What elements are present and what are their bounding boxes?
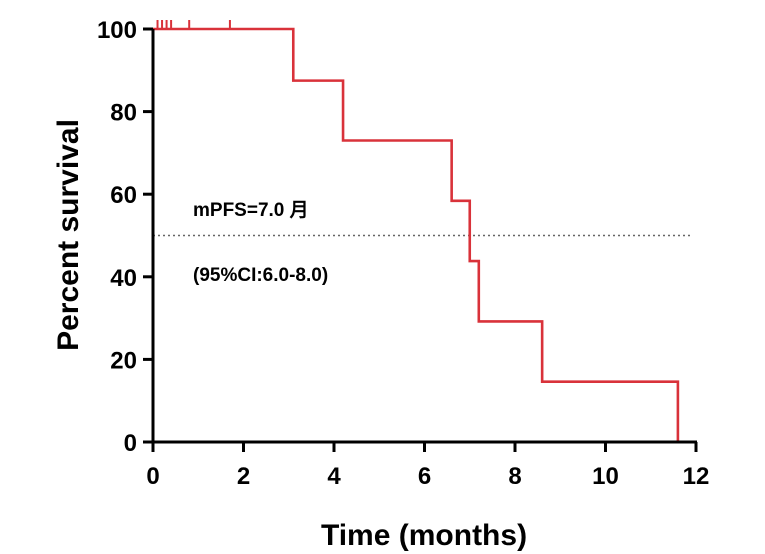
- x-tick-label: 8: [508, 463, 521, 490]
- x-tick-label: 10: [592, 463, 619, 490]
- y-tick-label: 60: [110, 182, 137, 209]
- y-tick-label: 40: [110, 265, 137, 292]
- annotation-ci: (95%CI:6.0-8.0): [193, 265, 328, 286]
- y-axis-title: Percent survival: [52, 119, 85, 351]
- y-tick-label: 100: [97, 17, 137, 44]
- y-tick-label: 80: [110, 100, 137, 127]
- annotation-median: mPFS=7.0 月: [193, 200, 309, 221]
- ticks-layer: 0 2 4 6 8 10 12 0 20 40 60 80 100: [97, 17, 709, 490]
- x-tick-label: 0: [146, 463, 159, 490]
- y-tick-label: 20: [110, 347, 137, 374]
- x-axis-title: Time (months): [321, 519, 527, 552]
- y-tick-label: 0: [124, 430, 137, 457]
- series-layer: [153, 20, 680, 442]
- x-tick-label: 4: [327, 463, 341, 490]
- survival-curve: [153, 27, 680, 442]
- x-tick-label: 2: [237, 463, 250, 490]
- x-tick-label: 6: [418, 463, 431, 490]
- x-tick-label: 12: [683, 463, 710, 490]
